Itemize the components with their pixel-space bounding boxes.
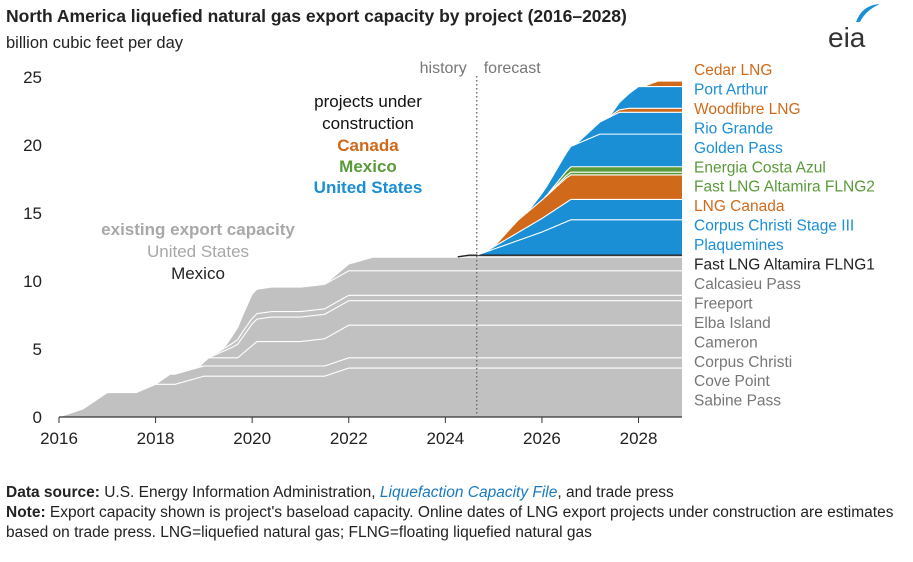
x-tick-label: 2016 xyxy=(40,429,78,448)
lng-capacity-chart: 2016 2018 2020 2022 2024 2026 2028 0 5 10 15 20 25 hi… xyxy=(23,60,875,448)
separator-fast-lng-altamira-flng1 xyxy=(457,254,682,258)
separator-sabine-pass xyxy=(60,367,682,418)
label-lng-canada: LNG Canada xyxy=(694,198,785,215)
annot-mexico: Mexico xyxy=(339,157,397,176)
source-label: Data source: xyxy=(6,484,100,501)
label-fast-lng-altamira-flng2: Fast LNG Altamira FLNG2 xyxy=(694,179,875,196)
area-sabine-pass xyxy=(59,368,682,417)
label-elba-island: Elba Island xyxy=(694,315,771,332)
label-plaquemines: Plaquemines xyxy=(694,237,784,254)
logo-swoosh-icon xyxy=(856,4,880,22)
y-tick-label: 15 xyxy=(23,204,42,223)
separator-energia-costa-azul xyxy=(548,166,682,194)
label-cove-point: Cove Point xyxy=(694,373,771,390)
source-link[interactable]: Liquefaction Capacity File xyxy=(379,484,558,501)
forecast-label: forecast xyxy=(484,60,541,77)
logo-text: eia xyxy=(828,22,866,53)
series-labels: Cedar LNG Port Arthur Woodfibre LNG Rio Gra… xyxy=(694,62,875,410)
separator-calcasieu-pass xyxy=(325,256,682,284)
existing-capacity-label: existing export capacity xyxy=(101,220,295,239)
label-port-arthur: Port Arthur xyxy=(694,81,768,98)
y-tick-label: 20 xyxy=(23,136,42,155)
axes: 2016 2018 2020 2022 2024 2026 2028 0 5 10 15 20 25 hi… xyxy=(23,60,682,448)
area-plaquemines xyxy=(59,219,682,417)
existing-united-states: United States xyxy=(147,242,249,261)
chart-subtitle: billion cubic feet per day xyxy=(6,34,184,52)
label-energia-costa-azul: Energia Costa Azul xyxy=(694,159,826,176)
area-cove-point xyxy=(59,357,682,417)
separator-plaquemines xyxy=(477,219,682,256)
data-source: Data source: U.S. Energy Information Adm… xyxy=(6,483,906,503)
separator-corpus-christi xyxy=(199,324,682,367)
separator-lng-canada xyxy=(494,174,682,246)
label-fast-lng-altamira-flng1: Fast LNG Altamira FLNG1 xyxy=(694,257,875,274)
separator-woodfibre-lng xyxy=(606,107,682,119)
y-tick-label: 0 xyxy=(33,408,42,427)
y-tick-label: 10 xyxy=(23,272,42,291)
construction-line2: construction xyxy=(322,114,414,133)
eia-logo: eia xyxy=(828,4,880,53)
x-tick-label: 2018 xyxy=(137,429,175,448)
source-text-2: , and trade press xyxy=(557,484,674,501)
y-tick-label: 5 xyxy=(33,340,42,359)
separator-fast-lng-altamira-flng2 xyxy=(544,171,682,198)
existing-mexico: Mexico xyxy=(171,264,225,283)
separator-rio-grande xyxy=(576,111,682,144)
x-tick-label: 2022 xyxy=(330,429,368,448)
separator-elba-island xyxy=(210,294,682,357)
label-corpus-christi-stage-iii: Corpus Christi Stage III xyxy=(694,218,854,235)
annot-canada: Canada xyxy=(337,136,399,155)
label-calcasieu-pass: Calcasieu Pass xyxy=(694,276,801,293)
x-tick-label: 2026 xyxy=(523,429,561,448)
construction-line1: projects under xyxy=(314,92,422,111)
separator-cameron xyxy=(209,300,682,358)
label-cedar-lng: Cedar LNG xyxy=(694,62,772,79)
label-freeport: Freeport xyxy=(694,295,753,312)
area-freeport xyxy=(59,270,682,417)
x-tick-label: 2028 xyxy=(620,429,658,448)
note-text: Export capacity shown is project's basel… xyxy=(6,504,894,541)
note: Note: Export capacity shown is project's… xyxy=(6,503,906,543)
label-cameron: Cameron xyxy=(694,334,758,351)
separator-freeport xyxy=(224,270,682,348)
separator-cedar-lng xyxy=(644,80,682,87)
separator-cove-point xyxy=(155,357,682,385)
annot-united-states: United States xyxy=(314,178,423,197)
separator-golden-pass xyxy=(528,133,682,211)
label-golden-pass: Golden Pass xyxy=(694,140,783,157)
y-tick-label: 25 xyxy=(23,68,42,87)
area-corpus-christi xyxy=(59,325,682,417)
x-tick-label: 2020 xyxy=(233,429,271,448)
label-woodfibre-lng: Woodfibre LNG xyxy=(694,101,801,118)
history-label: history xyxy=(420,60,467,77)
area-golden-pass xyxy=(59,134,682,417)
annotations: projects under construction Canada Mexico Un… xyxy=(101,92,422,283)
separator-corpus-christi-stage-iii xyxy=(486,198,682,252)
note-label: Note: xyxy=(6,504,46,521)
area-separators xyxy=(60,80,682,418)
x-tick-label: 2024 xyxy=(426,429,464,448)
label-sabine-pass: Sabine Pass xyxy=(694,393,781,410)
source-text-1: U.S. Energy Information Administration, xyxy=(99,484,380,501)
separator-port-arthur xyxy=(610,85,682,115)
label-rio-grande: Rio Grande xyxy=(694,120,773,137)
label-corpus-christi: Corpus Christi xyxy=(694,354,792,371)
chart-title: North America liquefied natural gas expo… xyxy=(6,6,627,26)
area-cameron xyxy=(59,300,682,417)
